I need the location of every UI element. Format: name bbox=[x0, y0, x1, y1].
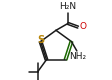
Text: H₂N: H₂N bbox=[59, 2, 76, 11]
Text: NH₂: NH₂ bbox=[69, 52, 86, 61]
Text: S: S bbox=[38, 35, 45, 45]
Text: O: O bbox=[79, 22, 86, 31]
